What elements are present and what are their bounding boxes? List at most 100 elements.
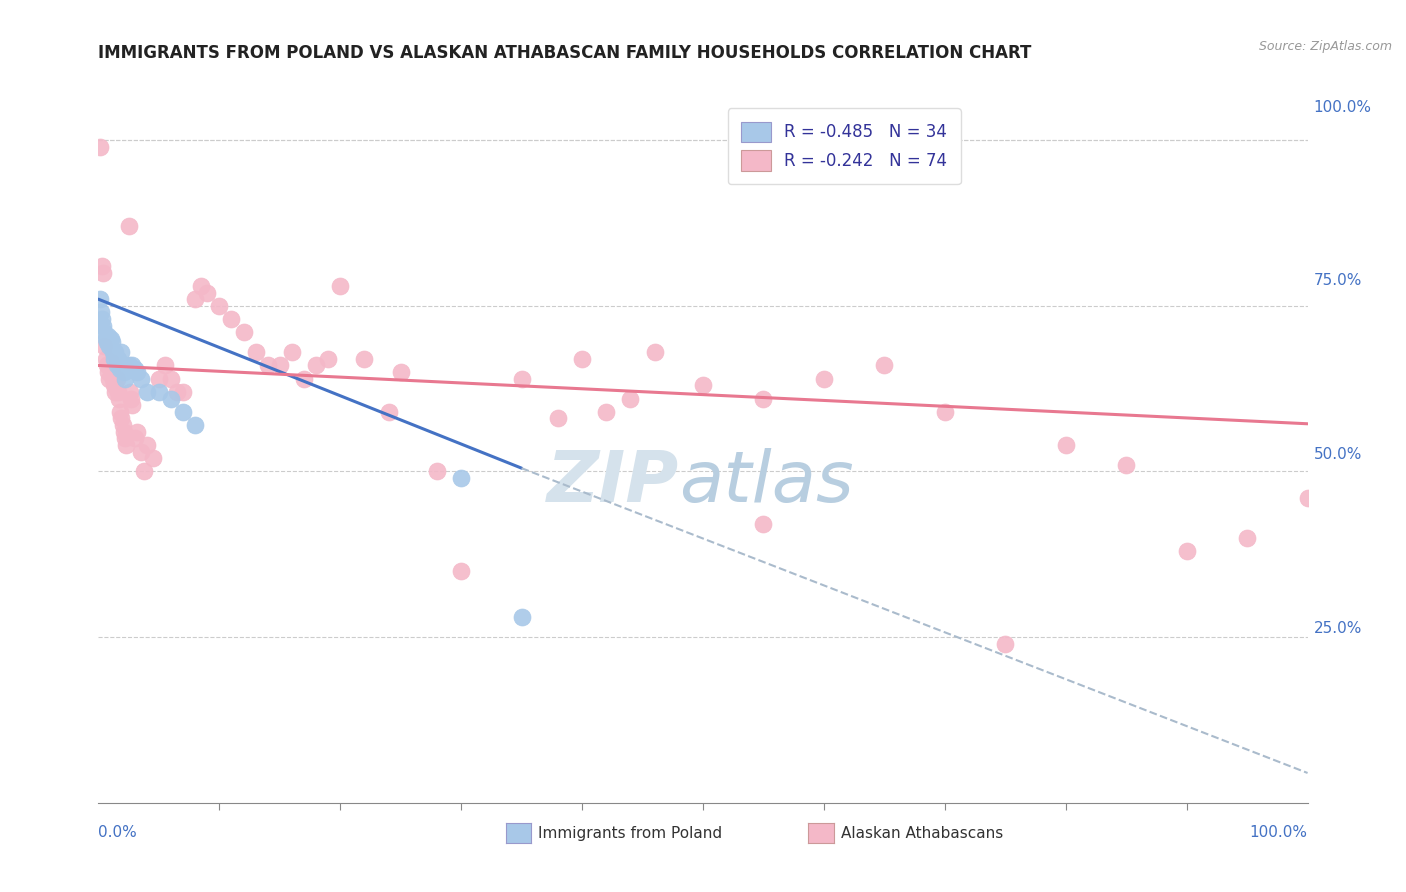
Point — [104, 384, 127, 399]
Text: Immigrants from Poland: Immigrants from Poland — [538, 826, 723, 840]
Point — [89, 292, 111, 306]
Point — [134, 465, 156, 479]
Point — [269, 359, 291, 373]
Point — [129, 372, 152, 386]
Point — [232, 326, 254, 340]
Point — [94, 351, 117, 366]
Point — [148, 384, 170, 399]
Point — [120, 392, 142, 406]
Point — [91, 259, 114, 273]
Point — [124, 431, 146, 445]
Point — [353, 351, 375, 366]
Point — [153, 359, 176, 373]
Point — [110, 411, 132, 425]
Text: 100.0%: 100.0% — [1313, 100, 1372, 114]
Point — [108, 405, 131, 419]
Point — [90, 305, 112, 319]
Point — [1296, 491, 1319, 505]
Point — [571, 351, 593, 366]
Point — [97, 365, 120, 379]
Point — [644, 345, 666, 359]
Point — [281, 345, 304, 359]
Point — [994, 637, 1017, 651]
Point — [148, 372, 170, 386]
Point — [100, 332, 122, 346]
Point — [100, 365, 122, 379]
Point — [127, 425, 149, 439]
Point — [111, 359, 134, 373]
Point — [160, 372, 183, 386]
Point — [245, 345, 267, 359]
Point — [142, 451, 165, 466]
Point — [121, 359, 143, 373]
Point — [510, 610, 533, 624]
Point — [1175, 544, 1198, 558]
Point — [98, 338, 121, 352]
Point — [135, 438, 157, 452]
Point — [110, 345, 132, 359]
Point — [114, 431, 136, 445]
Point — [112, 365, 135, 379]
Point — [619, 392, 641, 406]
Point — [101, 345, 124, 359]
Point — [108, 355, 131, 369]
Point — [101, 372, 124, 386]
Point — [103, 378, 125, 392]
Text: Source: ZipAtlas.com: Source: ZipAtlas.com — [1258, 40, 1392, 54]
Point — [208, 299, 231, 313]
Point — [100, 335, 122, 350]
Point — [190, 279, 212, 293]
Point — [98, 372, 121, 386]
Text: 50.0%: 50.0% — [1313, 448, 1362, 462]
Point — [121, 398, 143, 412]
Point — [91, 266, 114, 280]
Point — [377, 405, 399, 419]
Point — [118, 384, 141, 399]
Point — [934, 405, 956, 419]
Point — [103, 351, 125, 366]
Point — [111, 418, 134, 433]
Text: IMMIGRANTS FROM POLAND VS ALASKAN ATHABASCAN FAMILY HOUSEHOLDS CORRELATION CHART: IMMIGRANTS FROM POLAND VS ALASKAN ATHABA… — [98, 45, 1032, 62]
Point — [1054, 438, 1077, 452]
Point — [94, 332, 117, 346]
Point — [107, 384, 129, 399]
Point — [114, 372, 136, 386]
Point — [184, 418, 207, 433]
Point — [160, 392, 183, 406]
Point — [91, 318, 114, 333]
Point — [108, 361, 131, 376]
Point — [256, 359, 278, 373]
Point — [813, 372, 835, 386]
Text: 0.0%: 0.0% — [98, 825, 138, 840]
Point — [450, 564, 472, 578]
Point — [595, 405, 617, 419]
Point — [752, 392, 775, 406]
Legend: R = -0.485   N = 34, R = -0.242   N = 74: R = -0.485 N = 34, R = -0.242 N = 74 — [728, 109, 960, 184]
Point — [127, 365, 149, 379]
Point — [104, 345, 127, 359]
Point — [108, 392, 131, 406]
Point — [89, 140, 111, 154]
Text: 75.0%: 75.0% — [1313, 274, 1362, 288]
Point — [100, 355, 122, 369]
Point — [426, 465, 449, 479]
Text: Alaskan Athabascans: Alaskan Athabascans — [841, 826, 1002, 840]
Point — [97, 328, 120, 343]
Point — [124, 361, 146, 376]
Point — [115, 438, 138, 452]
Point — [692, 378, 714, 392]
Point — [172, 405, 194, 419]
Point — [547, 411, 569, 425]
Point — [195, 285, 218, 300]
Point — [93, 326, 115, 340]
Point — [91, 312, 114, 326]
Point — [389, 365, 412, 379]
Point — [166, 384, 188, 399]
Point — [112, 425, 135, 439]
Point — [129, 444, 152, 458]
Point — [1236, 531, 1258, 545]
Text: 100.0%: 100.0% — [1250, 825, 1308, 840]
Point — [135, 384, 157, 399]
Point — [329, 279, 352, 293]
Point — [510, 372, 533, 386]
